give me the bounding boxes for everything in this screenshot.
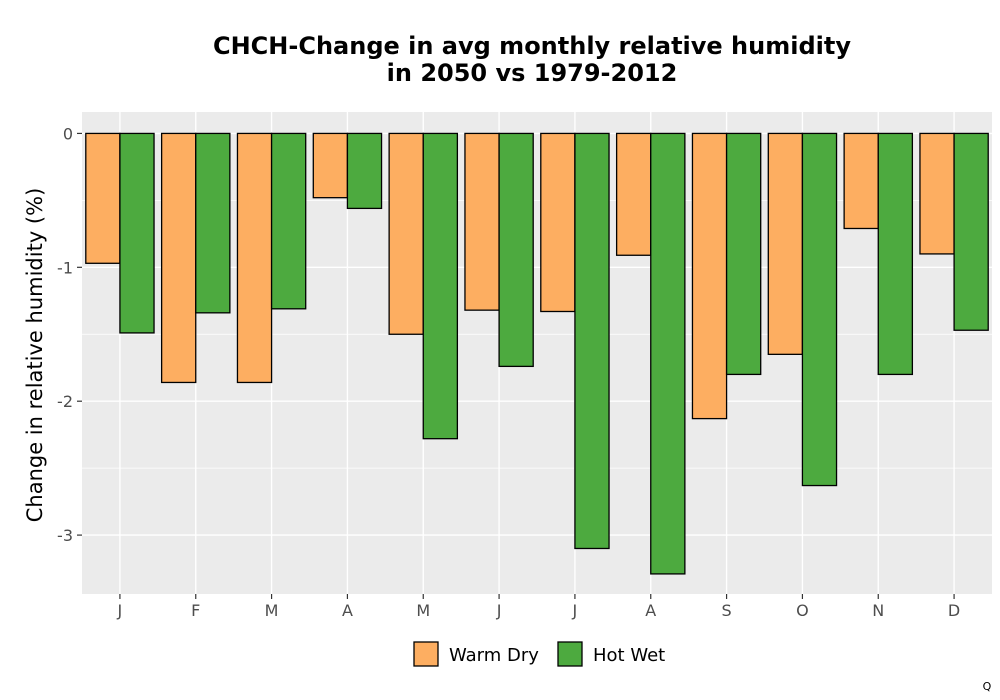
bar-hot-wet: [725, 132, 762, 376]
y-tick-label: -1: [57, 258, 73, 277]
y-tick-label: -3: [57, 526, 73, 545]
plot-panel: [82, 112, 992, 594]
bar-hot-wet: [574, 132, 610, 550]
bar-warm-dry: [236, 132, 273, 384]
x-tick-label: A: [645, 601, 656, 620]
bar-warm-dry: [464, 132, 500, 311]
legend-label-hot-wet: Hot Wet: [593, 645, 665, 666]
bar-warm-dry: [919, 132, 955, 255]
bar-warm-dry: [312, 132, 349, 199]
chart-title-line-1: CHCH-Change in avg monthly relative humi…: [213, 32, 851, 60]
bar-warm-dry: [540, 132, 576, 313]
y-axis: 0 -1 -2 -3: [57, 124, 82, 545]
bar-warm-dry: [160, 132, 197, 384]
x-tick-label: J: [117, 601, 123, 620]
bar-hot-wet: [877, 132, 914, 376]
bar-hot-wet: [422, 132, 459, 440]
x-tick-label: J: [572, 601, 578, 620]
bar-warm-dry: [388, 132, 424, 335]
y-tick-label: -2: [57, 392, 73, 411]
x-tick-label: O: [796, 601, 809, 620]
bar-hot-wet: [346, 132, 383, 210]
y-axis-title: Change in relative humidity (%): [23, 188, 47, 523]
bar-hot-wet: [119, 132, 155, 334]
x-tick-label: M: [416, 601, 430, 620]
bar-warm-dry: [85, 132, 121, 264]
legend-label-warm-dry: Warm Dry: [449, 645, 539, 666]
bar-hot-wet: [801, 132, 838, 487]
legend-swatch-hot-wet: [557, 641, 583, 667]
x-tick-label: M: [265, 601, 279, 620]
legend: Warm Dry Hot Wet: [413, 641, 665, 667]
bar-hot-wet: [498, 132, 534, 368]
bar-warm-dry: [767, 132, 804, 355]
x-tick-label: D: [948, 601, 960, 620]
chart-title-line-2: in 2050 vs 1979-2012: [387, 59, 678, 87]
bars-layer: [85, 132, 989, 575]
bar-hot-wet: [953, 132, 989, 331]
bar-warm-dry: [691, 132, 728, 420]
x-tick-label: J: [496, 601, 502, 620]
corner-mark: Q: [983, 680, 992, 693]
x-tick-label: N: [872, 601, 884, 620]
x-tick-label: F: [191, 601, 200, 620]
y-tick-label: 0: [63, 124, 73, 143]
bar-hot-wet: [270, 132, 307, 310]
bar-warm-dry: [615, 132, 652, 256]
x-tick-label: A: [342, 601, 353, 620]
bar-hot-wet: [195, 132, 231, 314]
bar-hot-wet: [650, 132, 686, 575]
legend-swatch-warm-dry: [413, 641, 439, 667]
x-tick-label: S: [722, 601, 732, 620]
bar-warm-dry: [843, 132, 879, 230]
